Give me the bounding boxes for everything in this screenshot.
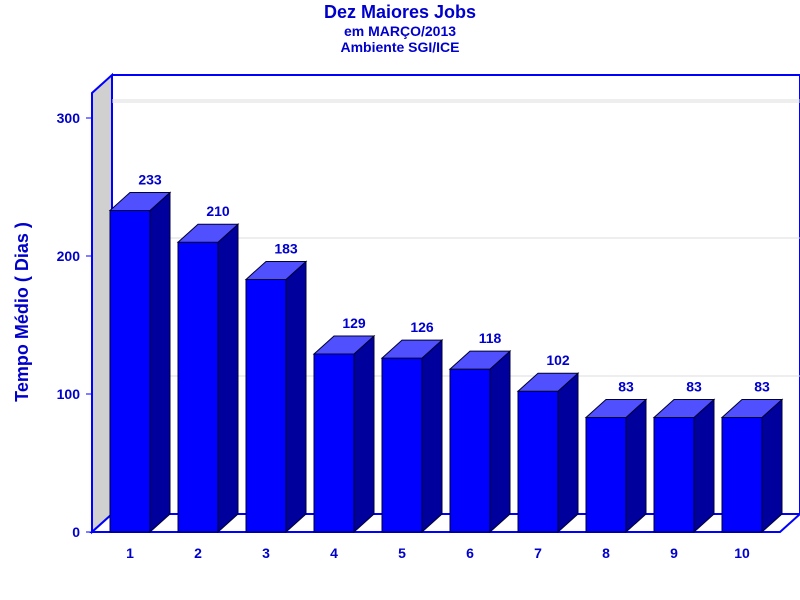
left-wall	[91, 72, 113, 535]
bar-side	[285, 260, 307, 534]
bar-front	[585, 416, 627, 533]
bar-side	[761, 398, 783, 534]
x-tick-label: 6	[466, 545, 474, 561]
bar-side	[557, 372, 579, 534]
bar-top	[108, 191, 172, 211]
data-label: 83	[618, 378, 634, 394]
bar-front	[245, 278, 287, 533]
bar-side	[353, 334, 375, 534]
back-wall-border	[112, 74, 800, 514]
x-tick-label: 8	[602, 545, 610, 561]
bar-front	[653, 416, 695, 533]
bar-top	[380, 339, 444, 359]
data-label: 126	[410, 319, 434, 335]
data-label: 210	[206, 203, 230, 219]
bar-top	[584, 398, 648, 418]
bar-front	[721, 416, 763, 533]
bar-top	[652, 398, 716, 418]
data-label: 83	[754, 378, 770, 394]
x-tick-label: 4	[330, 545, 338, 561]
bar-top	[176, 223, 240, 243]
bar	[516, 372, 580, 534]
bar	[176, 223, 240, 534]
bar-front	[109, 209, 151, 533]
bar-side	[421, 338, 443, 534]
x-tick-label: 5	[398, 545, 406, 561]
x-tick-label: 9	[670, 545, 678, 561]
data-label: 183	[274, 240, 298, 256]
bar-top	[312, 335, 376, 355]
y-tick-label: 0	[72, 524, 80, 540]
x-tick-label: 3	[262, 545, 270, 561]
bar-front	[449, 368, 491, 533]
bar-top	[448, 350, 512, 370]
x-tick-label: 10	[734, 545, 750, 561]
bar-front	[381, 357, 423, 533]
bar-side	[217, 223, 239, 534]
bar-side	[693, 398, 715, 534]
y-tick-label: 300	[57, 110, 81, 126]
data-label: 118	[479, 330, 502, 346]
bar	[584, 398, 648, 534]
bars: 233 210 183 129 126 118 102 83 83 83	[108, 171, 784, 534]
x-tick-label: 1	[126, 545, 134, 561]
data-label: 102	[546, 352, 570, 368]
bar-top	[516, 372, 580, 392]
chart-subtitle: em MARÇO/2013	[343, 23, 457, 39]
x-tick-label: 7	[534, 545, 542, 561]
data-label: 83	[686, 378, 702, 394]
y-tick-label: 100	[57, 386, 81, 402]
bar-top	[244, 260, 308, 280]
bar	[380, 338, 444, 534]
bar-front	[177, 241, 219, 533]
chart-subtitle-2: Ambiente SGI/ICE	[340, 39, 460, 55]
data-label: 129	[342, 315, 366, 331]
x-axis-ticks: 1 2 3 4 5 6 7 8 9 10	[126, 545, 750, 561]
x-tick-label: 2	[194, 545, 202, 561]
bar-side	[625, 398, 647, 534]
bar	[244, 260, 308, 534]
bar-side	[489, 350, 511, 534]
bar	[652, 398, 716, 534]
y-tick-label: 200	[57, 248, 81, 264]
y-axis-label: Tempo Médio ( Dias )	[12, 222, 32, 402]
y-axis-ticks: 0 100 200 300	[57, 110, 92, 540]
chart-title: Dez Maiores Jobs	[323, 2, 477, 22]
bar-side	[149, 191, 171, 534]
bar	[312, 334, 376, 534]
bar	[448, 350, 512, 534]
data-label: 233	[138, 171, 162, 187]
bar-top	[720, 398, 784, 418]
bar-front	[313, 353, 355, 533]
bar	[108, 191, 172, 534]
bar-front	[517, 390, 559, 533]
bar	[720, 398, 784, 534]
